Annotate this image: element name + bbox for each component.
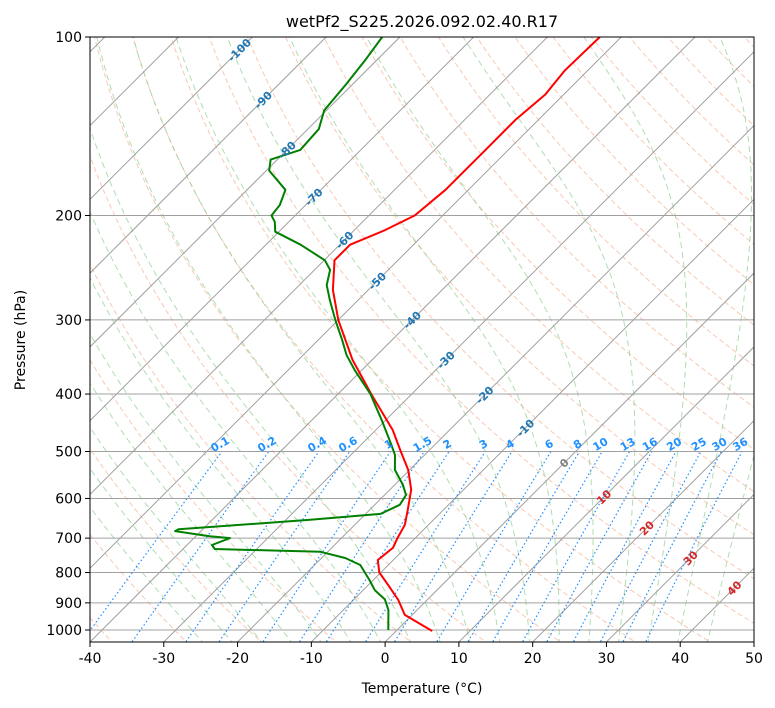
dry-adiabat: [90, 154, 487, 642]
mixing-ratio-line: [364, 451, 486, 642]
background-lines: [90, 37, 754, 642]
isotherm-line: [90, 37, 475, 422]
profile-lines: [174, 37, 601, 632]
mixing-ratio-line: [393, 451, 513, 642]
mixing-ratio-line: [491, 451, 603, 642]
isotherm-line: [90, 37, 253, 201]
mixing-ratio-line: [131, 451, 270, 642]
isotherm-line: [458, 346, 754, 642]
mixing-ratio-line: [185, 451, 320, 642]
axes: -40 -30 -20 -10 0 10 20 30 40 50 100 200 300 400 500 60…: [46, 30, 763, 667]
moist-adiabat: [90, 126, 411, 642]
x-axis-label: Temperature (°C): [361, 681, 483, 697]
mixing-ratio-line: [90, 451, 223, 632]
mixing-ratio-line: [262, 451, 391, 642]
y-tick-label: 700: [55, 531, 82, 547]
isotherm-line: [90, 37, 696, 642]
x-tick-label: -10: [300, 651, 323, 667]
isotherm-line: [236, 124, 754, 642]
dry-adiabat: [361, 37, 754, 450]
mixing-ratio-line: [572, 451, 677, 642]
isotherm-line: [531, 419, 754, 642]
y-tick-label: 200: [55, 209, 82, 225]
x-tick-label: 40: [671, 651, 689, 667]
y-tick-label: 600: [55, 491, 82, 507]
y-tick-label: 100: [55, 30, 82, 46]
y-tick-label: 400: [55, 387, 82, 403]
dewpoint-line: [174, 37, 407, 631]
y-tick-label: 1000: [46, 623, 82, 639]
isotherm-line: [90, 37, 327, 274]
isotherm-line: [90, 37, 401, 348]
temperature-line: [331, 37, 601, 632]
y-tick-label: 800: [55, 566, 82, 582]
isotherm-line: [605, 493, 754, 642]
mixing-ratio-line: [599, 451, 702, 642]
isotherm-line: [90, 37, 548, 496]
mixing-ratio-line: [218, 451, 351, 642]
dry-adiabat: [170, 37, 711, 642]
mixing-ratio-line: [298, 451, 425, 642]
x-tick-label: -30: [152, 651, 175, 667]
dry-adiabat: [437, 37, 754, 367]
isotherm-line: [384, 272, 754, 642]
x-tick-label: 10: [450, 651, 468, 667]
x-tick-label: 50: [745, 651, 763, 667]
x-tick-label: 20: [524, 651, 542, 667]
mixing-ratio-line: [622, 451, 722, 642]
isotherm-line: [163, 51, 754, 642]
y-tick-label: 300: [55, 313, 82, 329]
y-axis-label: Pressure (hPa): [13, 290, 29, 390]
x-tick-label: 0: [381, 651, 390, 667]
dry-adiabat: [323, 37, 754, 493]
y-tick-label: 900: [55, 596, 82, 612]
x-tick-label: -40: [79, 651, 102, 667]
plot-frame: [89, 36, 755, 643]
chart-title: wetPf2_S225.2026.092.02.40.R17: [286, 12, 558, 32]
isotherm-line: [90, 37, 622, 569]
y-tick-label: 500: [55, 444, 82, 460]
x-tick-label: -20: [226, 651, 249, 667]
dry-adiabat: [476, 37, 754, 326]
mixing-ratio-line: [645, 451, 743, 642]
moist-adiabat: [90, 210, 382, 642]
mixing-ratio-line: [325, 451, 450, 642]
isotherm-line: [310, 198, 754, 642]
mixing-ratio-line: [467, 451, 581, 642]
x-tick-label: 30: [598, 651, 616, 667]
